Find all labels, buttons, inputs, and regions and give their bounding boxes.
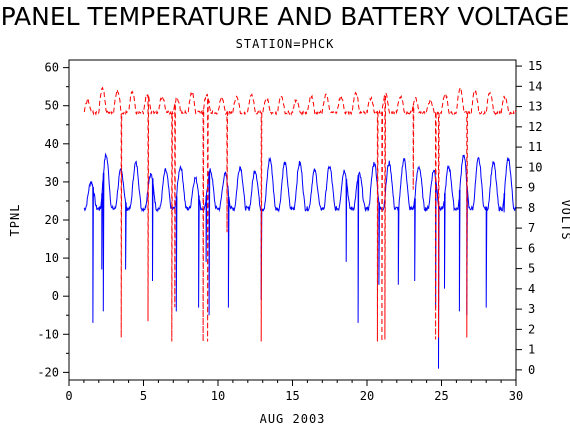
y-right-tick-label: 14 xyxy=(528,79,542,93)
y-right-tick-label: 11 xyxy=(528,140,542,154)
y-right-tick-label: 9 xyxy=(528,181,535,195)
x-axis-title: AUG 2003 xyxy=(260,412,326,426)
y-right-tick-label: 2 xyxy=(528,322,535,336)
y-left-axis-title: TPNL xyxy=(8,204,22,237)
y-left-tick-label: 10 xyxy=(45,251,59,265)
y-left-tick-label: 30 xyxy=(45,175,59,189)
plot-frame xyxy=(68,59,517,381)
y-right-tick-label: 8 xyxy=(528,201,535,215)
y-left-tick-label: 50 xyxy=(45,99,59,113)
chart-title: PANEL TEMPERATURE AND BATTERY VOLTAGE xyxy=(0,2,570,31)
x-tick-label: 25 xyxy=(434,389,448,403)
y-right-tick-label: 5 xyxy=(528,262,535,276)
y-right-tick-label: 15 xyxy=(528,59,542,73)
chart-subtitle: STATION=PHCK xyxy=(235,37,335,51)
y-left-tick-label: 0 xyxy=(52,289,59,303)
x-tick-label: 0 xyxy=(65,389,72,403)
y-right-tick-label: 1 xyxy=(528,343,535,357)
x-tick-label: 20 xyxy=(360,389,374,403)
x-tick-label: 15 xyxy=(285,389,299,403)
y-left-tick-label: -20 xyxy=(37,365,59,379)
y-right-tick-label: 7 xyxy=(528,221,535,235)
y-right-tick-label: 3 xyxy=(528,302,535,316)
y-left-tick-label: 60 xyxy=(45,61,59,75)
x-tick-label: 5 xyxy=(140,389,147,403)
series-line-voltage xyxy=(83,85,517,342)
y-right-tick-label: 4 xyxy=(528,282,535,296)
y-right-axis-title: VOLTS xyxy=(559,199,570,240)
series-line-temperature xyxy=(83,152,517,369)
x-tick-label: 10 xyxy=(211,389,225,403)
y-left-tick-label: 40 xyxy=(45,137,59,151)
y-right-tick-label: 0 xyxy=(528,363,535,377)
x-tick-label: 30 xyxy=(509,389,523,403)
y-left-tick-label: 20 xyxy=(45,213,59,227)
y-right-tick-label: 6 xyxy=(528,241,535,255)
y-right-tick-label: 13 xyxy=(528,100,542,114)
y-left-tick-label: -10 xyxy=(37,327,59,341)
y-right-tick-label: 10 xyxy=(528,160,542,174)
y-right-tick-label: 12 xyxy=(528,120,542,134)
